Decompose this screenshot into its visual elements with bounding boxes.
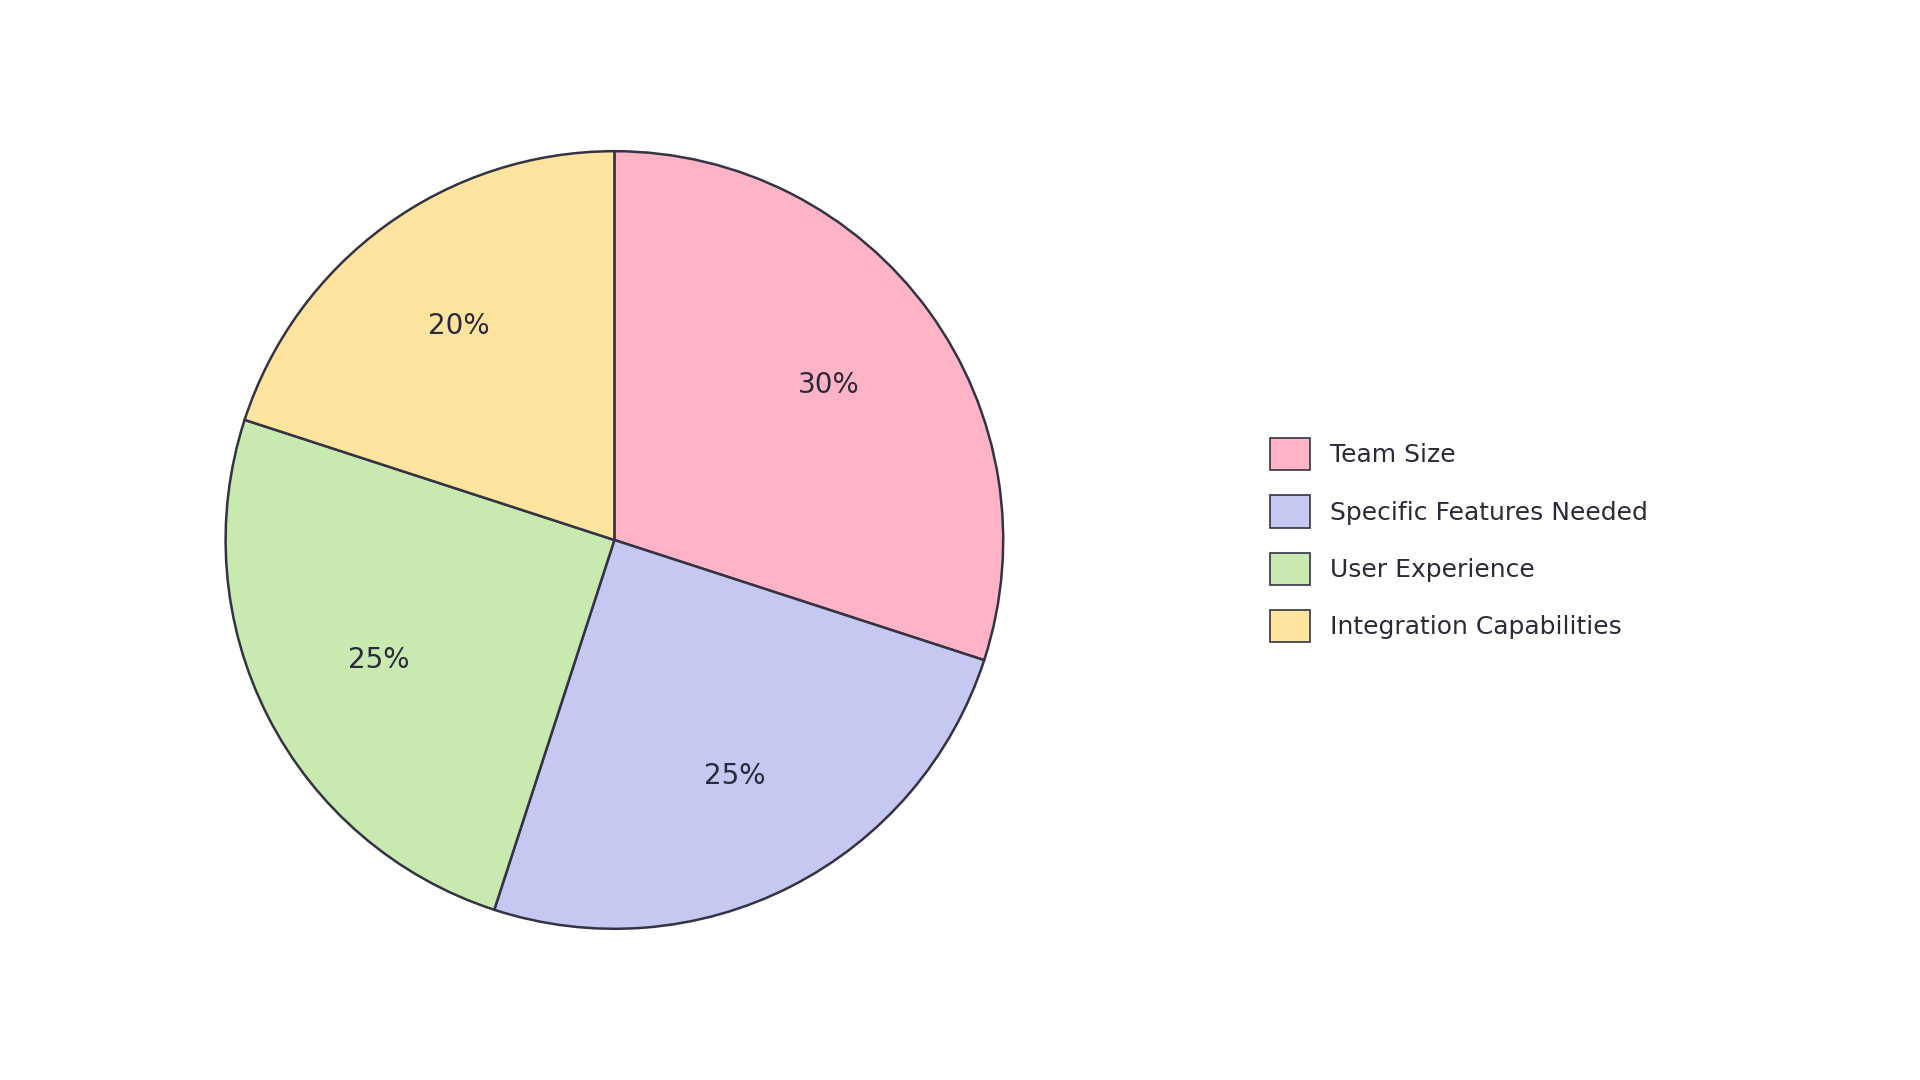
Text: 30%: 30% <box>797 370 858 399</box>
Text: 25%: 25% <box>348 646 409 674</box>
Wedge shape <box>493 540 985 929</box>
Text: 20%: 20% <box>428 312 490 340</box>
Wedge shape <box>614 151 1002 660</box>
Text: 25%: 25% <box>703 761 766 789</box>
Wedge shape <box>227 420 614 909</box>
Wedge shape <box>244 151 614 540</box>
Legend: Team Size, Specific Features Needed, User Experience, Integration Capabilities: Team Size, Specific Features Needed, Use… <box>1258 426 1661 654</box>
